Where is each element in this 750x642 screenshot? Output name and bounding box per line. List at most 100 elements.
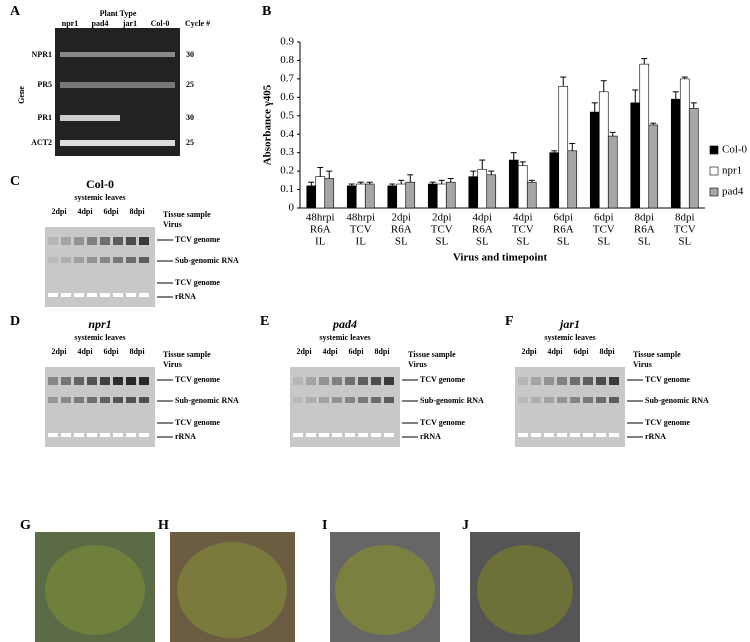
band — [518, 377, 528, 385]
blot-label: TCV genome — [175, 278, 220, 287]
panel-label: D — [10, 314, 20, 329]
band — [371, 377, 381, 385]
y-tick-label: 0.6 — [280, 91, 294, 103]
band — [583, 377, 593, 385]
bar — [567, 150, 578, 209]
band — [371, 397, 381, 403]
band — [74, 433, 84, 437]
band — [384, 397, 394, 403]
x-tick-label: TCV — [593, 224, 615, 236]
bar — [306, 185, 317, 209]
blot-title: npr1 — [88, 317, 111, 331]
band — [345, 397, 355, 403]
bar — [526, 181, 537, 209]
blot-label: rRNA — [645, 432, 666, 441]
band — [74, 397, 84, 403]
band — [113, 397, 123, 403]
x-tick-label: R6A — [310, 224, 331, 236]
band — [139, 257, 149, 263]
x-tick-label: 2dpi — [432, 212, 452, 224]
blot-label: TCV genome — [175, 418, 220, 427]
x-tick-label: SL — [678, 236, 691, 248]
blot-title: pad4 — [332, 317, 357, 331]
y-tick-label: 0.8 — [280, 54, 294, 66]
bar — [648, 124, 659, 209]
band — [126, 293, 136, 297]
band — [48, 293, 58, 297]
band — [74, 293, 84, 297]
band — [139, 237, 149, 245]
bar — [387, 185, 398, 209]
band — [60, 52, 175, 57]
cycle-header: Cycle # — [185, 19, 210, 28]
bar — [549, 152, 560, 209]
band — [531, 433, 541, 437]
blot-subtitle: systemic leaves — [544, 333, 595, 342]
bar — [346, 185, 357, 209]
blot-title: jar1 — [558, 317, 580, 331]
band — [74, 237, 84, 245]
band — [139, 397, 149, 403]
band — [87, 377, 97, 385]
band — [113, 377, 123, 385]
y-tick-label: 0.1 — [280, 183, 294, 195]
gene-label: PR1 — [37, 113, 52, 122]
band — [113, 433, 123, 437]
band — [61, 237, 71, 245]
bar — [639, 63, 650, 209]
blot-label: TCV genome — [175, 235, 220, 244]
blot-label: Sub-genomic RNA — [175, 396, 239, 405]
band — [319, 397, 329, 403]
band — [87, 433, 97, 437]
y-tick-label: 0.3 — [280, 146, 294, 158]
photo — [335, 545, 435, 635]
bar — [688, 108, 699, 209]
lane-label: Col-0 — [151, 19, 170, 28]
blot-subtitle: systemic leaves — [74, 193, 125, 202]
bar — [598, 91, 609, 209]
band — [61, 433, 71, 437]
legend-label: Col-0 — [722, 144, 748, 156]
band — [100, 257, 110, 263]
y-tick-label: 0.9 — [280, 36, 294, 48]
timepoint: 8dpi — [129, 207, 145, 216]
x-tick-label: SL — [516, 236, 529, 248]
band — [306, 377, 316, 385]
timepoint: 8dpi — [129, 347, 145, 356]
cycle-label: 30 — [186, 50, 194, 59]
band — [384, 377, 394, 385]
panel-label: I — [322, 518, 327, 533]
band — [596, 433, 606, 437]
x-tick-label: 2dpi — [391, 212, 411, 224]
x-tick-label: R6A — [634, 224, 655, 236]
band — [74, 377, 84, 385]
band — [48, 377, 58, 385]
band — [384, 433, 394, 437]
band — [87, 397, 97, 403]
bar — [477, 168, 488, 209]
legend-label: npr1 — [722, 165, 742, 177]
bar — [427, 183, 438, 209]
blot-label: Sub-genomic RNA — [645, 396, 709, 405]
bar — [679, 78, 690, 209]
band — [61, 397, 71, 403]
x-tick-label: 8dpi — [675, 212, 695, 224]
band — [518, 397, 528, 403]
gene-label: NPR1 — [32, 50, 52, 59]
bar — [468, 176, 479, 209]
blot-label: Virus — [163, 360, 182, 369]
band — [371, 433, 381, 437]
cycle-label: 30 — [186, 113, 194, 122]
timepoint: 4dpi — [77, 347, 93, 356]
band — [544, 377, 554, 385]
bar — [517, 165, 528, 209]
band — [518, 433, 528, 437]
panel-label: F — [505, 314, 514, 329]
band — [609, 433, 619, 437]
band — [87, 257, 97, 263]
gene-label: PR5 — [37, 80, 52, 89]
band — [332, 377, 342, 385]
timepoint: 8dpi — [374, 347, 390, 356]
legend-swatch — [709, 166, 719, 176]
